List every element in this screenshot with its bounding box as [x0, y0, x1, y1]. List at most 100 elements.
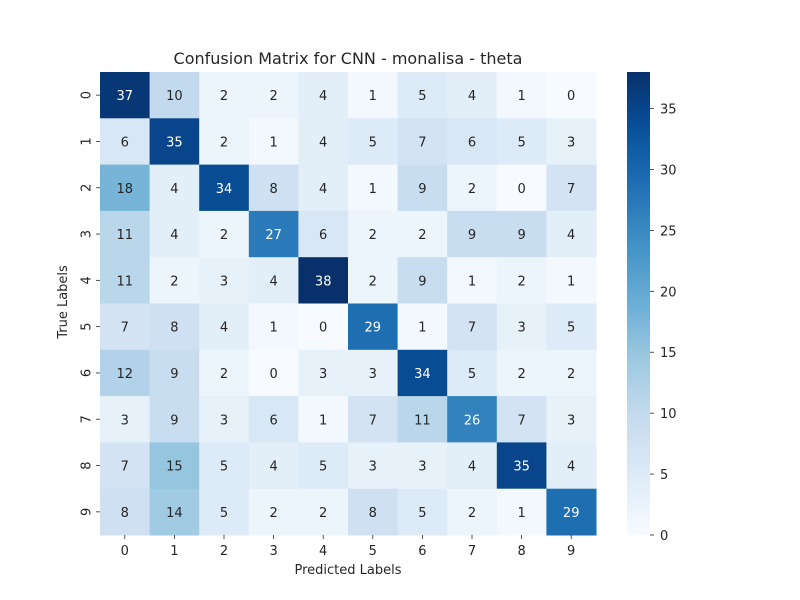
cell-value-label: 2 [468, 182, 476, 197]
cell-value-label: 7 [121, 321, 129, 336]
heatmap-cell [348, 349, 399, 397]
cell-value-label: 15 [166, 460, 183, 475]
heatmap-cell [447, 303, 498, 351]
heatmap-cell [298, 118, 349, 166]
colorbar-tick-label: 35 [660, 103, 677, 118]
cell-value-label: 9 [418, 182, 426, 197]
heatmap-cell [447, 396, 498, 443]
heatmap-cell [100, 303, 151, 351]
cell-value-label: 4 [170, 182, 178, 197]
colorbar-tick-label: 5 [660, 468, 668, 483]
cell-value-label: 0 [567, 89, 575, 104]
heatmap-cell [298, 349, 349, 397]
cell-value-label: 9 [170, 413, 178, 428]
heatmap-cell [546, 488, 597, 536]
y-tick-label: 6 [80, 369, 95, 377]
cell-value-label: 8 [170, 321, 178, 336]
heatmap-cell [199, 118, 250, 166]
heatmap-cell [149, 396, 200, 443]
cell-value-label: 9 [418, 274, 426, 289]
heatmap-cell [149, 210, 200, 258]
cell-value-label: 29 [563, 506, 580, 521]
x-tick-label: 7 [468, 544, 476, 559]
y-tick-label: 2 [80, 184, 95, 192]
heatmap-cell [496, 488, 547, 536]
colorbar-tick-label: 25 [660, 224, 677, 239]
colorbar-tick-label: 0 [660, 529, 668, 544]
heatmap-cell [496, 257, 547, 304]
y-tick-label: 9 [80, 508, 95, 516]
heatmap-cell [298, 257, 349, 304]
x-tick-label: 8 [517, 544, 525, 559]
heatmap-cell [397, 488, 448, 536]
x-tick-label: 2 [220, 544, 228, 559]
colorbar-tick-label: 10 [660, 407, 677, 422]
heatmap-cell [248, 257, 299, 304]
y-tick-label: 3 [80, 230, 95, 238]
cell-value-label: 4 [269, 274, 277, 289]
heatmap-cell [298, 396, 349, 443]
heatmap-cell [149, 118, 200, 166]
heatmap-cell [447, 164, 498, 212]
cell-value-label: 3 [567, 135, 575, 150]
heatmap-cell [348, 488, 399, 536]
cell-value-label: 7 [468, 321, 476, 336]
cell-value-label: 5 [220, 506, 228, 521]
cell-value-label: 2 [269, 506, 277, 521]
heatmap-cell [199, 257, 250, 304]
cell-value-label: 5 [418, 506, 426, 521]
cell-value-label: 2 [269, 89, 277, 104]
cell-value-label: 34 [216, 182, 233, 197]
cell-value-label: 2 [369, 274, 377, 289]
x-tick-label: 0 [121, 544, 129, 559]
heatmap-cell [248, 442, 299, 490]
cell-value-label: 26 [464, 413, 481, 428]
cell-value-label: 6 [319, 228, 327, 243]
y-axis-label: True Labels [56, 265, 71, 340]
cell-value-label: 35 [513, 460, 530, 475]
cell-value-label: 7 [418, 135, 426, 150]
cell-value-label: 4 [468, 460, 476, 475]
heatmap-cell [199, 210, 250, 258]
x-tick-label: 1 [170, 544, 178, 559]
heatmap-cell [397, 442, 448, 490]
heatmap-cell [298, 210, 349, 258]
cell-value-label: 4 [220, 321, 228, 336]
cell-value-label: 27 [265, 228, 282, 243]
cell-value-label: 5 [418, 89, 426, 104]
cell-value-label: 8 [369, 506, 377, 521]
x-tick-label: 9 [567, 544, 575, 559]
heatmap-cell [248, 303, 299, 351]
cell-value-label: 3 [517, 321, 525, 336]
heatmap-cell [199, 303, 250, 351]
x-axis-label: Predicted Labels [294, 563, 401, 578]
cell-value-label: 38 [315, 274, 332, 289]
cell-value-label: 7 [517, 413, 525, 428]
heatmap-cell [248, 349, 299, 397]
cell-value-label: 2 [220, 228, 228, 243]
cell-value-label: 3 [220, 413, 228, 428]
heatmap-cell [348, 257, 399, 304]
cell-value-label: 10 [166, 89, 183, 104]
heatmap-cell [447, 210, 498, 258]
cell-value-label: 8 [269, 182, 277, 197]
colorbar [627, 72, 650, 535]
cell-value-label: 5 [319, 460, 327, 475]
cell-value-label: 6 [468, 135, 476, 150]
cell-value-label: 2 [418, 228, 426, 243]
heatmap-cell [100, 488, 151, 536]
heatmap-cell [397, 303, 448, 351]
cell-value-label: 2 [220, 367, 228, 382]
heatmap-cell [496, 396, 547, 443]
x-axis-ticks: 0 1 2 3 4 5 6 7 8 9 [121, 535, 575, 559]
cell-value-label: 35 [166, 135, 183, 150]
cell-value-label: 14 [166, 506, 183, 521]
heatmap-cell [100, 349, 151, 397]
heatmap-cell [149, 303, 200, 351]
heatmap-cell [298, 303, 349, 351]
heatmap-cell [348, 442, 399, 490]
heatmap-cell [248, 118, 299, 166]
heatmap-cell [248, 164, 299, 212]
cell-value-label: 4 [468, 89, 476, 104]
cell-value-label: 3 [567, 413, 575, 428]
